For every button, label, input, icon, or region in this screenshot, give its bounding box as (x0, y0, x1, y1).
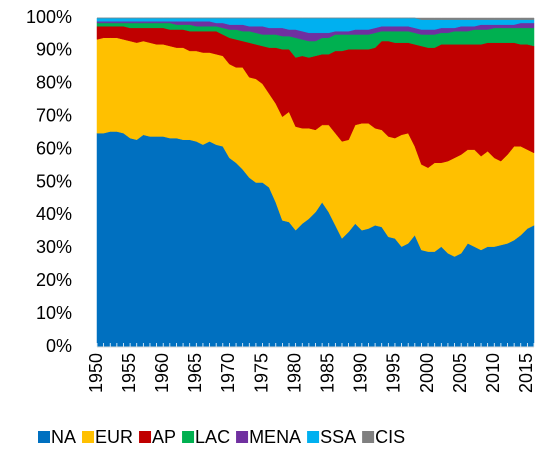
legend-label: MENA (249, 427, 301, 447)
legend-swatch (139, 431, 152, 443)
legend-label: LAC (195, 427, 230, 447)
y-tick-label: 30% (36, 237, 72, 257)
x-tick-label: 2000 (417, 353, 437, 393)
y-tick-label: 80% (36, 73, 72, 93)
legend-label: SSA (320, 427, 356, 447)
legend-swatch (236, 431, 249, 443)
x-tick-label: 1970 (218, 353, 238, 393)
x-tick-label: 1960 (152, 353, 172, 393)
x-tick-label: 1985 (317, 353, 337, 393)
y-tick-label: 100% (26, 7, 72, 27)
y-tick-label: 70% (36, 105, 72, 125)
legend-label: EUR (95, 427, 133, 447)
legend-label: AP (152, 427, 176, 447)
x-tick-label: 2015 (516, 353, 536, 393)
area (97, 17, 535, 20)
legend-swatch (307, 431, 320, 443)
x-tick-label: 1990 (351, 353, 371, 393)
x-tick-label: 1995 (384, 353, 404, 393)
y-tick-label: 20% (36, 270, 72, 290)
legend-swatch (362, 431, 375, 443)
legend-label: CIS (375, 427, 405, 447)
x-tick-label: 1965 (185, 353, 205, 393)
y-tick-label: 40% (36, 204, 72, 224)
y-tick-label: 10% (36, 303, 72, 323)
x-tick-label: 1950 (86, 353, 106, 393)
y-tick-label: 0% (46, 336, 72, 356)
legend-swatch (182, 431, 195, 443)
x-tick-label: 2005 (450, 353, 470, 393)
legend-label: NA (51, 427, 76, 447)
y-tick-label: 60% (36, 138, 72, 158)
y-tick-label: 90% (36, 40, 72, 60)
x-tick-label: 1955 (119, 353, 139, 393)
x-tick-label: 1980 (284, 353, 304, 393)
legend-swatch (82, 431, 95, 443)
x-tick-label: 2010 (483, 353, 503, 393)
x-tick-label: 1975 (251, 353, 271, 393)
legend-swatch (38, 431, 50, 443)
y-tick-label: 50% (36, 171, 72, 191)
